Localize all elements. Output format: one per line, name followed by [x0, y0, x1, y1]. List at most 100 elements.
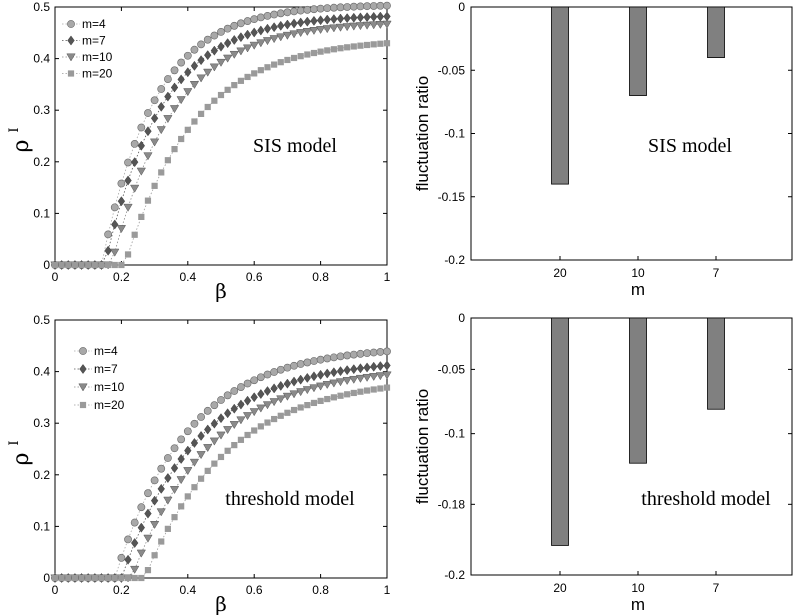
data-point: [144, 197, 152, 204]
data-point: [231, 82, 238, 89]
y-axis-label: fluctuation ratio: [413, 76, 432, 191]
data-point: [170, 463, 179, 474]
data-point: [370, 41, 377, 48]
y-tick-label: -0.05: [438, 63, 466, 77]
panel-bottom-left: 0 0.2 0.4 0.6 0.8 1 0 0.1 0.2 0.3 0.4 0.5 m=4 m=7 m=10…: [7, 313, 392, 616]
y-tick-label: -0.05: [438, 362, 466, 376]
data-point: [303, 16, 311, 27]
x-tick-label: 0.2: [113, 583, 130, 597]
data-point: [356, 12, 365, 23]
data-point: [131, 231, 138, 238]
data-point: [350, 389, 357, 397]
data-point: [250, 376, 259, 385]
bar-10: [629, 317, 647, 464]
data-point: [284, 409, 291, 416]
data-point: [256, 404, 266, 413]
data-point: [164, 157, 171, 164]
legend-marker: [79, 347, 87, 355]
data-point: [197, 475, 205, 482]
data-point: [91, 574, 98, 582]
data-point: [330, 394, 337, 401]
data-point: [131, 574, 138, 582]
data-point: [217, 91, 225, 99]
data-point: [309, 27, 319, 35]
data-point: [118, 261, 125, 269]
data-point: [375, 21, 385, 29]
data-point: [363, 387, 371, 394]
data-point: [158, 538, 165, 545]
data-point: [176, 96, 186, 105]
data-point: [343, 13, 351, 24]
data-point: [151, 552, 158, 559]
data-point: [124, 535, 132, 544]
legend-entry: m=20: [94, 398, 125, 412]
data-point: [191, 484, 198, 491]
data-point: [136, 167, 146, 176]
data-point: [204, 103, 211, 111]
data-point: [309, 384, 319, 393]
data-point: [316, 15, 325, 26]
data-point: [243, 379, 252, 388]
data-point: [342, 377, 352, 386]
data-point: [217, 453, 225, 461]
data-point: [111, 261, 118, 269]
data-point: [157, 101, 165, 112]
data-point: [124, 574, 132, 582]
data-point: [197, 55, 205, 66]
legend-entry: m=10: [94, 380, 125, 394]
data-point: [290, 54, 298, 62]
data-point: [263, 386, 272, 397]
data-point: [289, 390, 299, 399]
data-point: [197, 431, 205, 441]
data-point: [322, 381, 332, 390]
data-point: [363, 41, 371, 49]
data-point: [302, 28, 312, 36]
data-point: [156, 508, 166, 517]
bar-7: [707, 317, 725, 410]
data-point: [229, 421, 239, 430]
data-point: [383, 1, 391, 10]
data-point: [123, 203, 133, 212]
data-point: [310, 49, 318, 57]
y-axis-label: fluctuation ratio: [413, 389, 432, 504]
data-point: [322, 25, 332, 34]
data-point: [270, 383, 278, 394]
x-tick-label: 10: [631, 266, 645, 280]
data-point: [336, 3, 345, 12]
data-point: [271, 415, 278, 423]
data-point: [282, 392, 293, 401]
data-point: [383, 384, 391, 391]
y-axis-label: ρI: [7, 440, 34, 465]
data-point: [263, 11, 272, 20]
data-point: [304, 51, 311, 58]
data-point: [177, 435, 186, 444]
data-point: [244, 431, 251, 439]
data-point: [169, 105, 180, 114]
data-point: [158, 169, 165, 176]
data-point: [124, 251, 132, 258]
data-point: [149, 521, 160, 529]
data-point: [350, 12, 358, 23]
data-point: [342, 23, 352, 32]
data-point: [190, 438, 199, 448]
data-point: [276, 395, 286, 404]
data-point: [330, 367, 338, 378]
data-point: [343, 351, 352, 360]
data-point: [71, 574, 79, 582]
data-point: [130, 565, 140, 574]
data-point: [191, 118, 198, 125]
y-tick-label: 0: [43, 571, 50, 585]
series-m20: [51, 40, 391, 269]
data-point: [349, 2, 358, 11]
data-point: [336, 13, 345, 24]
data-point: [150, 96, 159, 105]
data-point: [196, 74, 206, 83]
y-tick-label: 0.4: [33, 365, 50, 379]
data-point: [350, 364, 358, 375]
data-point: [131, 157, 139, 168]
y-tick-label: 0: [43, 258, 50, 272]
data-point: [242, 44, 253, 53]
legend-entry: m=20: [82, 67, 113, 81]
data-point: [236, 47, 246, 56]
